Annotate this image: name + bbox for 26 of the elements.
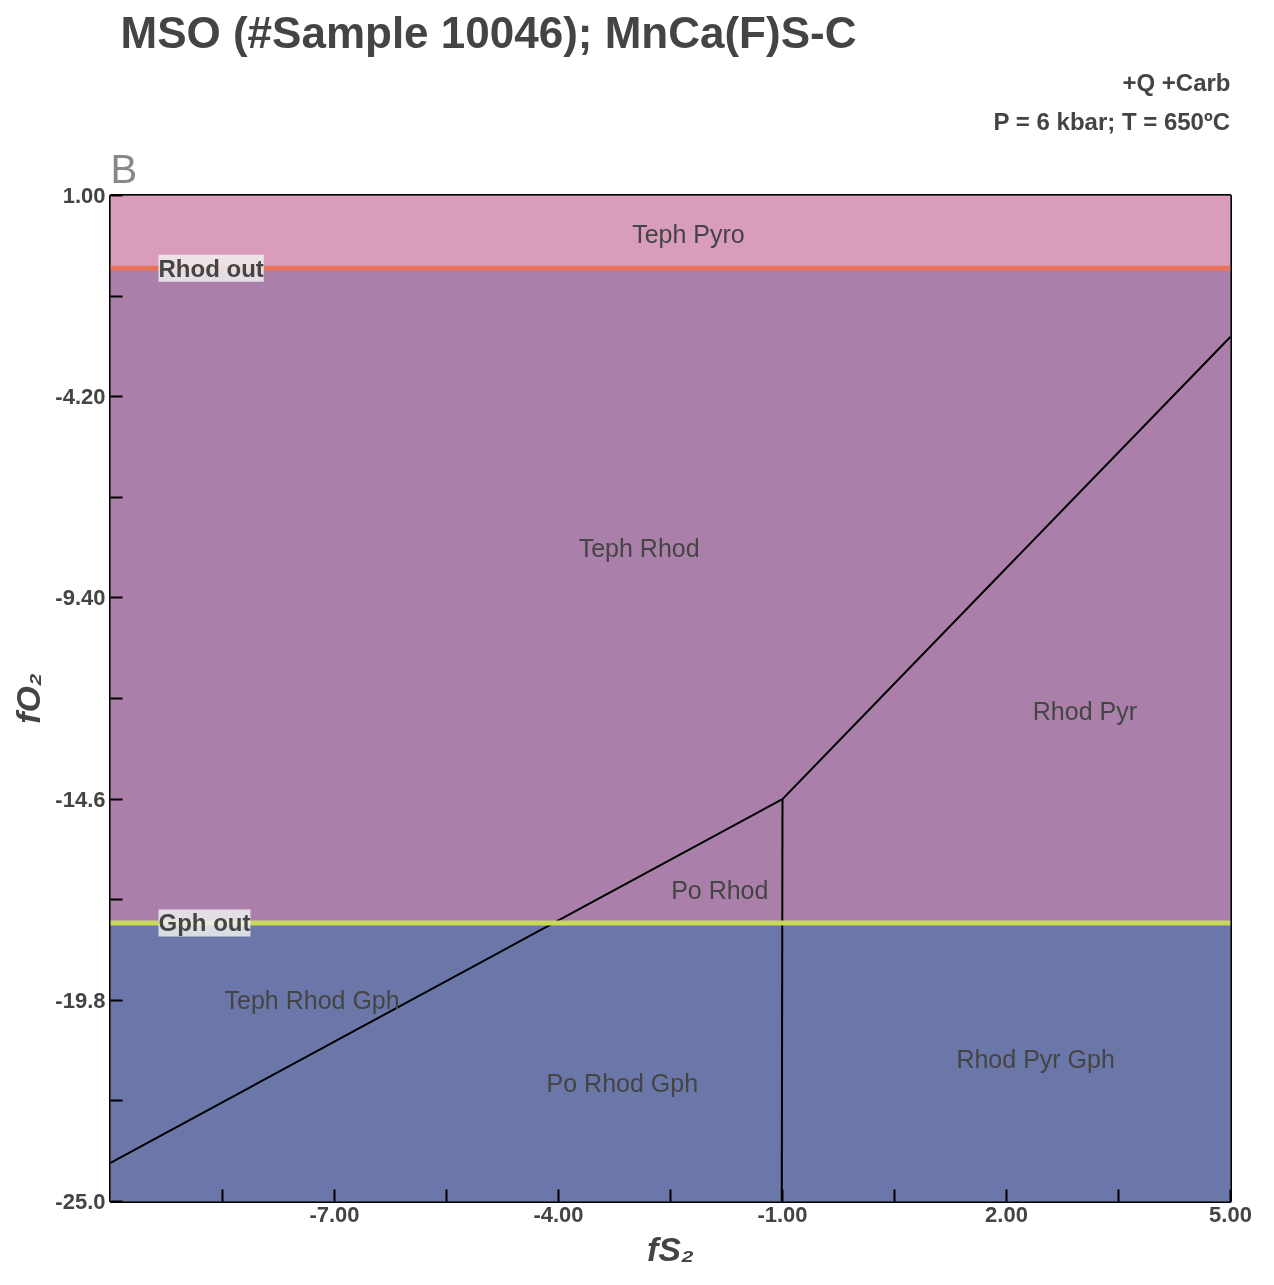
x-tick-label: -4.00: [533, 1201, 584, 1227]
y-tick-label: -4.20: [55, 384, 106, 410]
x-axis-title: fS₂: [647, 1229, 695, 1268]
ref-line-label: Gph out: [158, 909, 251, 937]
y-tick-label: -25.0: [55, 1189, 106, 1214]
ref-line-label: Rhod out: [158, 254, 264, 282]
annotation: Teph Rhod: [578, 533, 700, 562]
y-axis-title: fO₂: [9, 673, 48, 724]
chart-title: MSO (#Sample 10046); MnCa(F)S-C: [120, 7, 857, 57]
x-tick-label: 2.00: [985, 1201, 1028, 1227]
y-tick-label: -19.8: [55, 987, 106, 1013]
text: +Q +Carb: [1122, 68, 1231, 96]
text: P = 6 kbar; T = 650ºC: [993, 107, 1231, 135]
annotation: Po Rhod: [671, 875, 769, 904]
annotation: Teph Pyro: [632, 219, 745, 248]
x-tick-label: -1.00: [757, 1201, 808, 1227]
annotation: Rhod Pyr Gph: [956, 1044, 1115, 1073]
x-tick-label: 5.00: [1209, 1201, 1252, 1227]
annotation: Teph Rhod Gph: [224, 986, 400, 1015]
annotation: Po Rhod Gph: [546, 1068, 699, 1097]
x-tick-label: -7.00: [309, 1201, 360, 1227]
text: B: [110, 146, 138, 191]
y-tick-label: 1.00: [62, 183, 106, 208]
y-tick-label: -14.6: [55, 786, 106, 812]
y-tick-label: -9.40: [55, 585, 106, 611]
annotation: Rhod Pyr: [1032, 696, 1138, 725]
